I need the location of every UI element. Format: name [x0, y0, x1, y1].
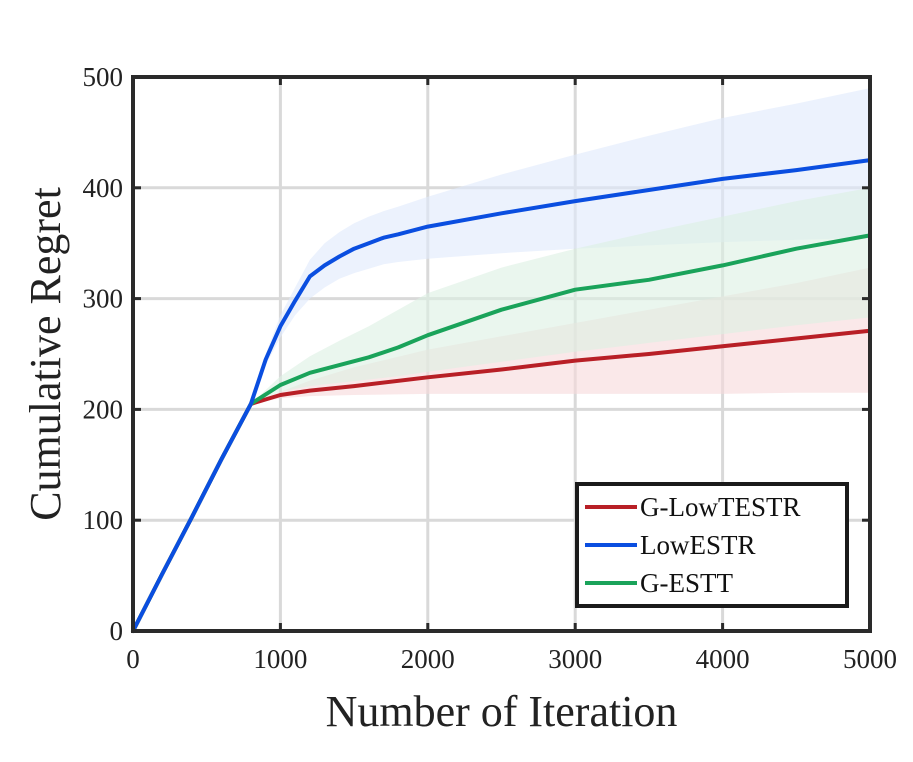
band-g-estt [133, 187, 870, 632]
x-tick-label: 4000 [696, 644, 750, 674]
y-tick-label: 500 [83, 62, 124, 92]
legend-label-g-lowtestr: G-LowTESTR [640, 492, 800, 522]
y-tick-label: 0 [110, 616, 124, 646]
axis-tick-labels: 0 1000 2000 3000 4000 5000 0 100 200 300 400 500 [83, 62, 898, 674]
legend: G-LowTESTR LowESTR G-ESTT [575, 482, 849, 608]
x-tick-label: 0 [126, 644, 140, 674]
legend-label-lowestr: LowESTR [640, 530, 756, 560]
y-axis-title: Cumulative Regret [21, 187, 70, 521]
y-tick-label: 200 [83, 394, 124, 424]
series-lines [131, 158, 872, 633]
y-tick-label: 300 [83, 284, 124, 314]
band-g-lowtestr [133, 267, 870, 631]
y-tick-label: 100 [83, 505, 124, 535]
series-line-lowestr [131, 158, 872, 633]
y-tick-label: 400 [83, 173, 124, 203]
band-lowestr [133, 88, 870, 632]
x-tick-label: 2000 [401, 644, 455, 674]
confidence-bands [133, 88, 870, 632]
x-tick-label: 5000 [843, 644, 897, 674]
legend-label-g-estt: G-ESTT [640, 568, 733, 598]
x-tick-label: 3000 [548, 644, 602, 674]
x-tick-label: 1000 [253, 644, 307, 674]
x-axis-title: Number of Iteration [326, 687, 678, 736]
axis-ticks [131, 75, 872, 633]
plot-frame [131, 75, 872, 633]
